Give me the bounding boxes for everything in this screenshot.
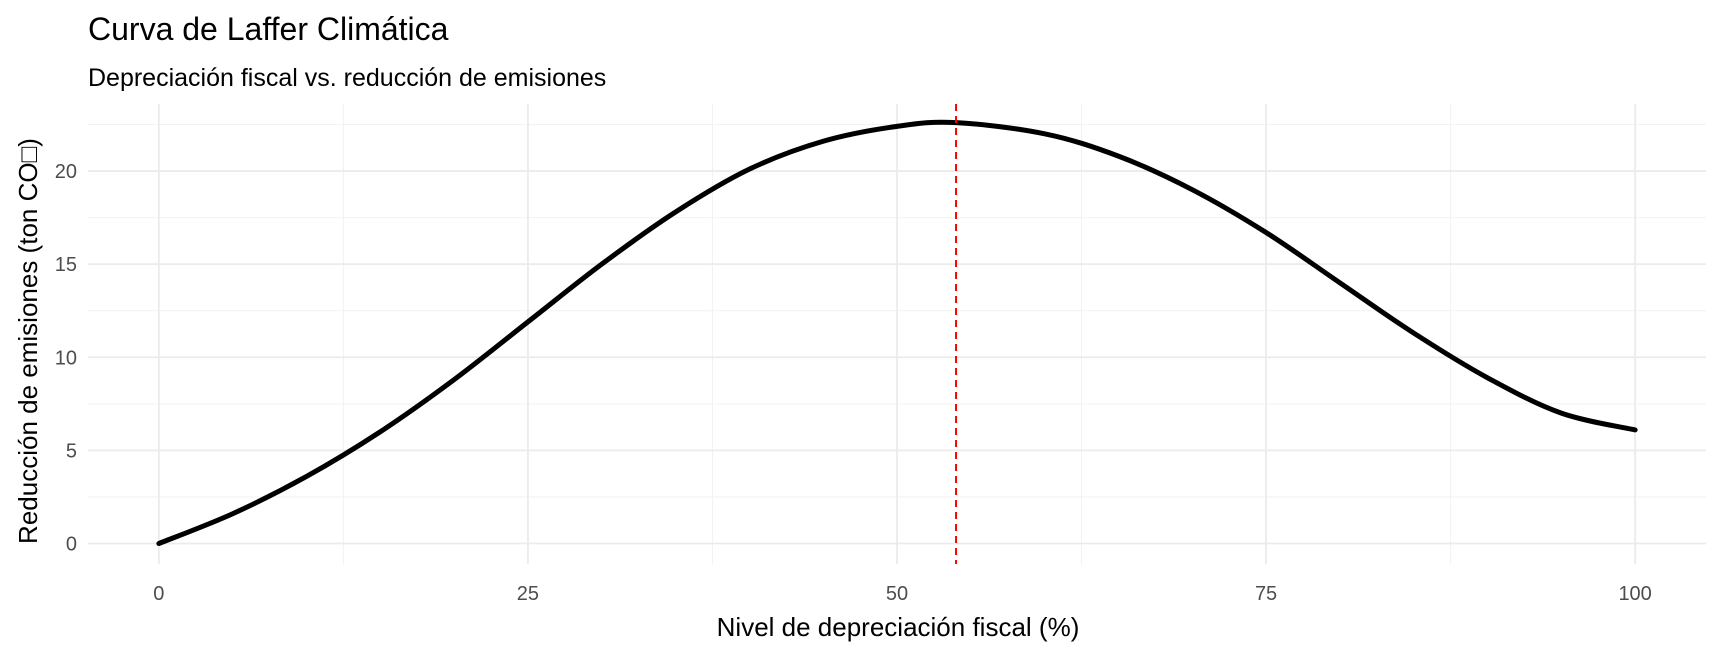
x-tick-label: 0	[153, 583, 164, 605]
x-axis-title: Nivel de depreciación fiscal (%)	[717, 612, 1080, 642]
series-layer	[156, 119, 1638, 547]
x-tick-label: 25	[517, 583, 539, 605]
y-tick-label: 20	[55, 161, 77, 183]
chart-title: Curva de Laffer Climática	[88, 11, 449, 47]
y-tick-labels: 0 5 10 15 20	[55, 161, 77, 555]
x-tick-labels: 0 25 50 75 100	[153, 583, 1652, 605]
x-tick-label: 100	[1618, 583, 1651, 605]
series-line	[156, 119, 1638, 547]
y-tick-label: 15	[55, 254, 77, 276]
x-tick-label: 50	[886, 583, 908, 605]
y-tick-label: 10	[55, 347, 77, 369]
chart-subtitle: Depreciación fiscal vs. reducción de emi…	[88, 64, 606, 92]
y-tick-label: 5	[66, 440, 77, 462]
x-tick-label: 75	[1255, 583, 1277, 605]
grid-major	[88, 104, 1706, 564]
y-axis-title: Reducción de emisiones (ton CO□)	[13, 138, 43, 544]
y-tick-label: 0	[66, 534, 77, 556]
